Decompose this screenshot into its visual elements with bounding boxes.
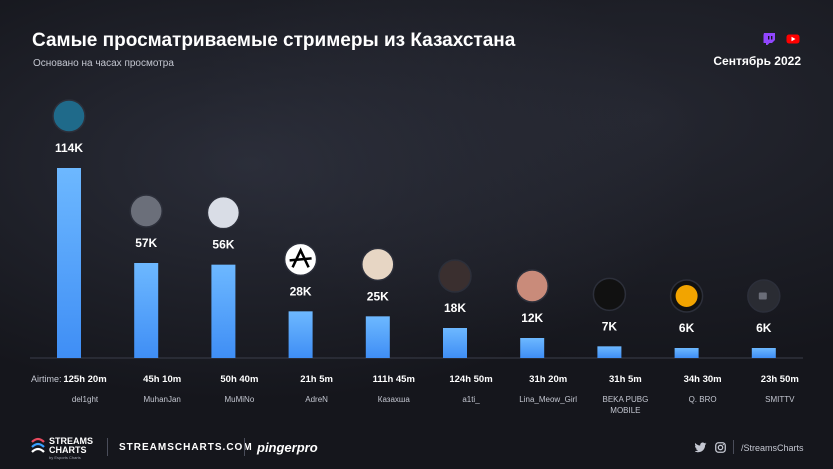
- footer-divider: [107, 438, 108, 456]
- category-label: MuhanJan: [144, 395, 181, 404]
- avatar-glyph: [675, 285, 698, 307]
- avatar-adren: [283, 242, 318, 277]
- avatar-circle: [129, 194, 163, 228]
- avatar-a1ti: [438, 259, 472, 293]
- brand-sub: by Esports Charts: [49, 455, 81, 460]
- chart-subtitle: Основано на часах просмотра: [33, 58, 174, 69]
- bar: [211, 264, 236, 358]
- avatar-circle: [361, 247, 395, 282]
- avatar-circle: [592, 277, 627, 312]
- footer-divider: [244, 438, 245, 456]
- avatar-kazakhsha: [361, 247, 395, 282]
- bar: [288, 311, 313, 358]
- airtime-value: 111h 45m: [373, 374, 415, 385]
- airtime-value: 50h 40m: [220, 374, 258, 385]
- instagram-icon[interactable]: [715, 442, 726, 453]
- avatar-circle: [438, 259, 472, 293]
- avatar-qbro: [669, 279, 704, 313]
- category-label: AdreN: [305, 395, 328, 404]
- category-label: Q. BRO: [689, 395, 717, 404]
- avatar-circle: [515, 269, 549, 303]
- airtime-value: 45h 10m: [143, 374, 181, 385]
- category-label: del1ght: [72, 395, 99, 404]
- avatar-mumino: [206, 195, 241, 230]
- category-label: SMITTV: [765, 395, 795, 404]
- avatar-lina: [515, 269, 549, 303]
- value-label: 28K: [290, 284, 312, 298]
- airtime-value: 124h 50m: [449, 374, 492, 385]
- bar: [365, 316, 390, 358]
- category-label: Lina_Meow_Girl: [519, 395, 577, 404]
- avatar-circle: [52, 99, 86, 133]
- category-label: a1ti_: [462, 395, 480, 404]
- bar: [674, 348, 699, 358]
- bar: [57, 168, 81, 358]
- value-label: 114K: [55, 141, 83, 155]
- pingerpro-logo: pingerpro: [257, 440, 318, 455]
- airtime-value: 31h 5m: [609, 374, 642, 385]
- bar: [520, 338, 545, 358]
- bar: [443, 328, 467, 358]
- category-label: MuMiNo: [225, 395, 255, 404]
- avatar-circle: [206, 195, 241, 230]
- bar: [751, 348, 776, 358]
- youtube-icon: [786, 34, 800, 44]
- bar: [134, 263, 159, 358]
- avatar-beka: [592, 277, 627, 312]
- category-label: MOBILE: [610, 406, 640, 415]
- category-label: BEKA PUBG: [603, 395, 649, 404]
- airtime-value: 125h 20m: [63, 374, 106, 385]
- category-label: Казахша: [378, 395, 411, 404]
- value-label: 56K: [212, 238, 234, 252]
- social-handle[interactable]: /StreamsCharts: [741, 443, 804, 453]
- twitch-icon: [763, 33, 775, 45]
- footer-site-link[interactable]: STREAMSCHARTS.COM: [119, 442, 253, 453]
- brand-line2: CHARTS: [49, 445, 87, 455]
- avatar-del1ght: [52, 99, 86, 133]
- value-label: 12K: [521, 311, 543, 325]
- airtime-value: 34h 30m: [684, 374, 722, 385]
- streamscharts-logo-icon: [31, 437, 45, 453]
- value-label: 18K: [444, 301, 466, 315]
- airtime-value: 31h 20m: [529, 374, 567, 385]
- avatar-smittv: [747, 279, 781, 313]
- camera-icon: [758, 292, 767, 300]
- value-label: 25K: [367, 289, 389, 303]
- airtime-label: Airtime:: [31, 374, 62, 384]
- footer-divider: [733, 440, 734, 454]
- chart-title: Самые просматриваемые стримеры из Казахс…: [32, 30, 516, 51]
- twitter-icon[interactable]: [695, 442, 707, 453]
- avatar-muhanjan: [129, 194, 163, 228]
- bar: [597, 346, 622, 358]
- streamscharts-logo: STREAMS CHARTS by Esports Charts: [49, 436, 94, 461]
- value-label: 6K: [679, 321, 695, 335]
- value-label: 57K: [135, 236, 157, 250]
- airtime-value: 21h 5m: [300, 374, 333, 385]
- avatar-glyph: [289, 247, 312, 268]
- airtime-value: 23h 50m: [761, 374, 799, 385]
- brand-line1: STREAMS: [49, 436, 94, 446]
- value-label: 6K: [756, 321, 772, 335]
- chart-period: Сентябрь 2022: [713, 54, 801, 68]
- value-label: 7K: [602, 319, 618, 333]
